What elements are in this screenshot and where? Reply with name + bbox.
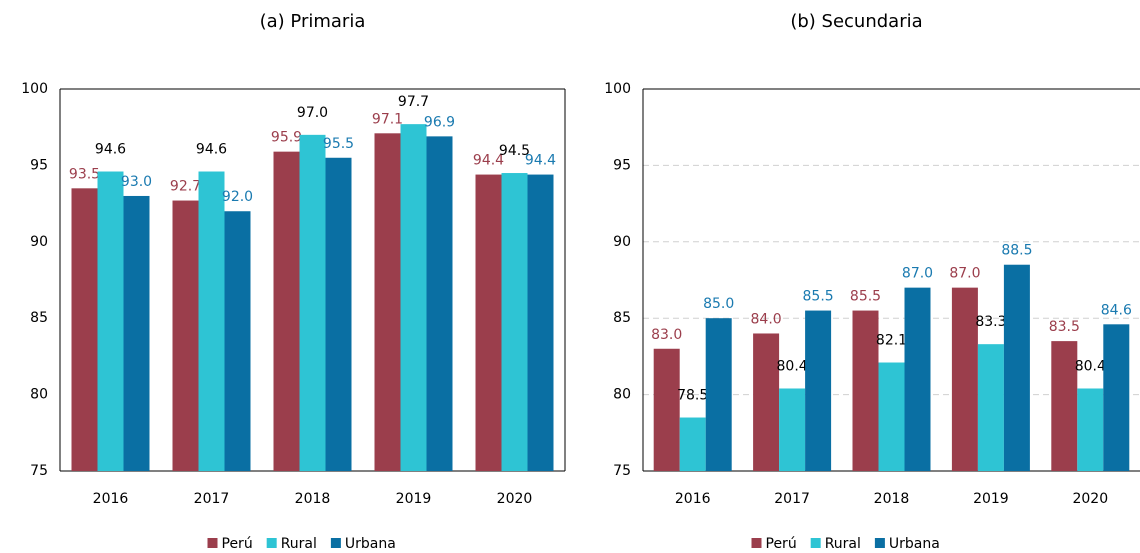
data-label: 82.1 [876, 333, 907, 349]
data-label: 88.5 [1001, 243, 1032, 259]
y-tick-label: 85 [30, 310, 48, 326]
bar [679, 417, 706, 471]
data-label: 93.0 [121, 174, 152, 190]
data-label: 83.0 [651, 327, 682, 343]
x-tick-label: 2016 [675, 491, 711, 507]
bar [273, 151, 300, 471]
data-label: 84.6 [1101, 302, 1132, 318]
legend-label: Perú [766, 536, 797, 552]
data-label: 92.7 [170, 179, 201, 195]
bar [97, 171, 124, 471]
data-label: 78.5 [677, 388, 708, 404]
data-label: 94.6 [196, 142, 227, 158]
x-tick-label: 2018 [295, 491, 331, 507]
y-tick-label: 100 [604, 81, 631, 97]
data-label: 83.5 [1049, 319, 1080, 335]
y-tick-label: 95 [30, 157, 48, 173]
bar [653, 348, 680, 471]
y-tick-label: 75 [613, 463, 631, 479]
data-label: 84.0 [751, 311, 782, 327]
legend-swatch [751, 538, 762, 548]
data-label: 80.4 [777, 358, 808, 374]
x-tick-label: 2017 [774, 491, 810, 507]
legend-label: Perú [222, 536, 253, 552]
bar [299, 134, 326, 471]
data-label: 93.5 [69, 166, 100, 182]
data-label: 85.0 [703, 296, 734, 312]
bar [123, 195, 150, 471]
data-label: 92.0 [222, 189, 253, 205]
bar [426, 136, 453, 472]
data-label: 96.9 [424, 114, 455, 130]
bar [1103, 324, 1130, 471]
data-label: 94.4 [473, 153, 504, 169]
y-tick-label: 80 [30, 387, 48, 403]
legend-swatch [810, 538, 821, 548]
data-label: 97.0 [297, 105, 328, 121]
x-tick-label: 2016 [93, 491, 129, 507]
y-tick-label: 95 [613, 157, 631, 173]
legend-swatch [330, 538, 341, 548]
bar [374, 133, 401, 471]
legend-label: Urbana [345, 536, 396, 552]
bar [224, 211, 251, 472]
data-label: 94.5 [499, 143, 530, 159]
x-tick-label: 2017 [194, 491, 230, 507]
y-tick-label: 90 [613, 234, 631, 250]
y-tick-label: 75 [30, 463, 48, 479]
bar [878, 362, 905, 471]
legend-label: Rural [281, 536, 317, 552]
x-tick-label: 2018 [874, 491, 910, 507]
data-label: 95.5 [323, 136, 354, 152]
bar [805, 310, 832, 471]
bar [753, 333, 780, 471]
y-tick-label: 85 [613, 310, 631, 326]
chart-title: (b) Secundaria [790, 11, 922, 32]
bar [705, 318, 732, 471]
bar [71, 188, 98, 471]
chart-title: (a) Primaria [260, 11, 366, 32]
bar [400, 124, 427, 472]
data-label: 94.4 [525, 153, 556, 169]
y-tick-label: 80 [613, 387, 631, 403]
bar [325, 157, 352, 471]
y-tick-label: 100 [21, 81, 48, 97]
bar [475, 174, 502, 471]
data-label: 97.1 [372, 111, 403, 127]
data-label: 87.0 [949, 266, 980, 282]
data-label: 97.7 [398, 94, 429, 110]
bar [527, 174, 554, 471]
x-tick-label: 2019 [973, 491, 1009, 507]
data-label: 87.0 [902, 266, 933, 282]
bar [779, 388, 806, 471]
bar [977, 344, 1004, 471]
bar [904, 287, 931, 471]
data-label: 95.9 [271, 130, 302, 146]
bar [951, 287, 978, 471]
legend-swatch [266, 538, 277, 548]
bar [1077, 388, 1104, 471]
legend-label: Urbana [889, 536, 940, 552]
x-tick-label: 2020 [497, 491, 533, 507]
bar [198, 171, 225, 471]
data-label: 94.6 [95, 142, 126, 158]
bar [1003, 264, 1030, 471]
bar [1051, 341, 1078, 471]
data-label: 83.3 [975, 314, 1006, 330]
data-label: 80.4 [1075, 358, 1106, 374]
legend-swatch [207, 538, 218, 548]
bar [501, 173, 528, 472]
x-tick-label: 2020 [1072, 491, 1108, 507]
data-label: 85.5 [803, 289, 834, 305]
bar [852, 310, 879, 471]
legend-swatch [874, 538, 885, 548]
data-label: 85.5 [850, 289, 881, 305]
bar [172, 200, 199, 471]
x-tick-label: 2019 [396, 491, 432, 507]
y-tick-label: 90 [30, 234, 48, 250]
legend-label: Rural [825, 536, 861, 552]
